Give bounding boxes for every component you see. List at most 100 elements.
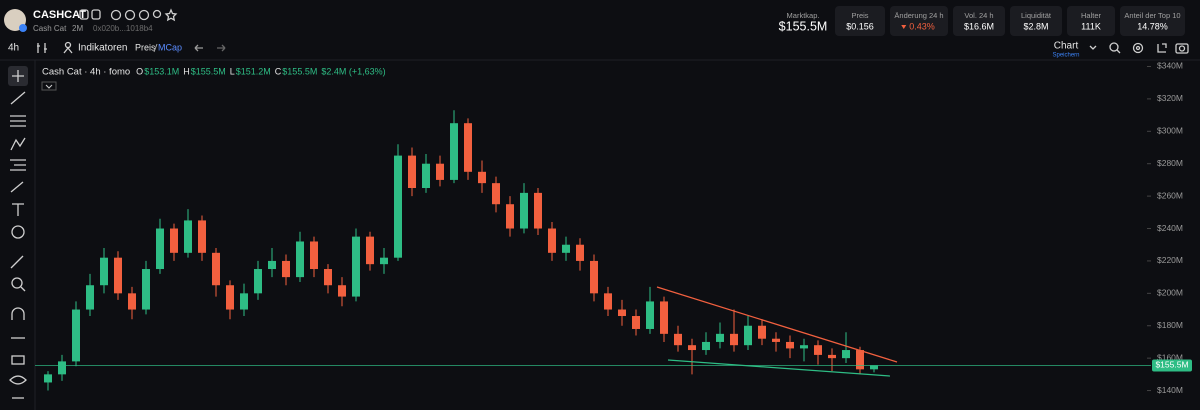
legend-key: H xyxy=(183,66,190,76)
interval[interactable]: 4h xyxy=(8,43,19,54)
last-price-label: $155.5M xyxy=(1155,360,1188,370)
candle-body xyxy=(240,293,248,310)
y-tick-label: $240M xyxy=(1157,223,1183,233)
social-icons[interactable] xyxy=(79,8,178,22)
candle-body xyxy=(786,341,794,349)
toggle-separator xyxy=(153,43,158,53)
stat-value: 111K xyxy=(1081,21,1101,31)
candle-body xyxy=(562,244,570,253)
stat-box xyxy=(953,6,1005,36)
candle-body xyxy=(324,269,332,286)
candle-body xyxy=(548,228,556,253)
candle-body xyxy=(254,269,262,294)
stat-value: 0.43% xyxy=(909,21,935,31)
save-link[interactable]: Speichern xyxy=(1052,53,1079,59)
candle-body xyxy=(842,350,850,359)
candle-body xyxy=(366,236,374,265)
y-tick-label: $220M xyxy=(1157,255,1183,265)
stat-label: Marktkap. xyxy=(787,11,820,20)
candle-body xyxy=(688,345,696,351)
stat-value: $155.5M xyxy=(779,19,828,33)
candle-body xyxy=(716,333,724,342)
stat-label: Änderung 24 h xyxy=(894,11,943,20)
y-tick-label: $320M xyxy=(1157,93,1183,103)
y-tick-label: $160M xyxy=(1157,352,1183,362)
plot: $140M $160M $180M $200M $220M $240M $260M $280M… xyxy=(35,61,1192,395)
candle-body xyxy=(730,333,738,346)
candle-body xyxy=(758,325,766,339)
token-address: 0x020b...1018b4 xyxy=(93,24,153,33)
candle-body xyxy=(506,204,514,229)
legend-collapse[interactable] xyxy=(41,81,57,91)
candle-body xyxy=(352,236,360,297)
stat-box xyxy=(1010,6,1062,36)
y-tick-label: $180M xyxy=(1157,320,1183,330)
candle-body xyxy=(520,192,528,229)
stat-label: Halter xyxy=(1081,11,1102,20)
legend-key: L xyxy=(230,66,235,76)
legend-title: Cash Cat · 4h · fomo xyxy=(42,67,130,78)
trendline-resistance xyxy=(656,286,898,363)
candle-body xyxy=(702,341,710,351)
candle-body xyxy=(72,309,80,362)
legend-value: $151.2M xyxy=(236,66,271,76)
token-subtitle: Cash Cat xyxy=(33,24,67,33)
candle-body xyxy=(464,123,472,172)
candle-body xyxy=(86,285,94,310)
legend-value: $155.5M xyxy=(191,66,226,76)
legend-key: C xyxy=(275,66,282,76)
candle-body xyxy=(772,338,780,342)
candle-body xyxy=(212,252,220,286)
toolbar-icons[interactable] xyxy=(37,41,226,54)
y-tick-label: $260M xyxy=(1157,190,1183,200)
token-age: 2M xyxy=(72,24,83,33)
candle-body xyxy=(310,241,318,270)
candle-body xyxy=(870,365,878,370)
stat-label: Vol. 24 h xyxy=(964,11,993,20)
candle-body xyxy=(618,309,626,317)
candle-body xyxy=(156,228,164,270)
candle-body xyxy=(478,171,486,184)
stat-value: $2.8M xyxy=(1023,21,1048,31)
price-toggle[interactable]: Preis xyxy=(135,42,156,52)
trendline-support xyxy=(667,359,891,377)
candle-body xyxy=(198,220,206,253)
change-down-icon xyxy=(901,25,907,29)
candle-body xyxy=(394,155,402,258)
stat-box xyxy=(1120,6,1185,36)
chart-tools[interactable] xyxy=(1089,42,1189,54)
candle-body xyxy=(142,269,150,310)
candle-body xyxy=(674,333,682,346)
candle-body xyxy=(422,163,430,189)
token-name: CASHCAT xyxy=(33,9,86,21)
y-tick-label: $340M xyxy=(1157,61,1183,71)
candle-body xyxy=(408,155,416,189)
candle-body xyxy=(58,361,66,375)
candle-body xyxy=(800,345,808,349)
y-tick-label: $300M xyxy=(1157,126,1183,136)
candle-body xyxy=(338,285,346,297)
mcap-toggle[interactable]: MCap xyxy=(158,42,182,52)
candle-body xyxy=(282,260,290,278)
stat-box xyxy=(1067,6,1115,36)
candle-body xyxy=(128,293,136,310)
candle-body xyxy=(856,350,864,370)
candle-body xyxy=(646,301,654,329)
candle-body xyxy=(534,192,542,229)
stat-value: $16.6M xyxy=(964,21,994,31)
candle-body xyxy=(44,374,52,383)
indicators-button[interactable]: Indikatoren xyxy=(78,43,127,54)
candle-body xyxy=(660,301,668,334)
candle-body xyxy=(590,260,598,294)
y-tick-label: $200M xyxy=(1157,288,1183,298)
legend-change: $2.4M (+1,63%) xyxy=(321,66,385,76)
chart-menu[interactable]: Chart xyxy=(1054,41,1079,52)
stats-bar: Marktkap.$155.5M Preis$0.156 Änderung 24 h… xyxy=(779,6,1185,36)
candle-body xyxy=(576,244,584,261)
candle-body xyxy=(828,354,836,359)
drawing-tools[interactable] xyxy=(8,66,28,399)
stat-value: $0.156 xyxy=(846,21,874,31)
candle-body xyxy=(100,257,108,286)
